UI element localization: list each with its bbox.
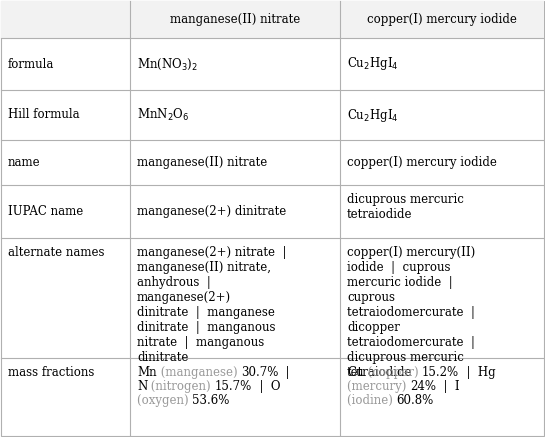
Text: |  Hg: | Hg: [459, 366, 495, 379]
Text: manganese(2+) dinitrate: manganese(2+) dinitrate: [137, 205, 286, 218]
Text: 30.7%: 30.7%: [241, 366, 278, 379]
Text: Hill formula: Hill formula: [8, 108, 80, 121]
Text: (copper): (copper): [364, 366, 422, 379]
Text: (manganese): (manganese): [156, 366, 241, 379]
Text: 15.2%: 15.2%: [422, 366, 459, 379]
Text: name: name: [8, 156, 41, 169]
Text: (iodine): (iodine): [347, 394, 397, 407]
Text: copper(I) mercury iodide: copper(I) mercury iodide: [367, 13, 517, 26]
Text: Cu: Cu: [347, 366, 364, 379]
Text: 24%: 24%: [410, 380, 436, 393]
Text: 60.8%: 60.8%: [397, 394, 434, 407]
Text: (mercury): (mercury): [347, 380, 410, 393]
Text: 15.7%: 15.7%: [215, 380, 252, 393]
Bar: [1, 1, 544, 38]
Text: Cu$_2$HgI$_4$: Cu$_2$HgI$_4$: [347, 107, 398, 124]
Text: N: N: [137, 380, 147, 393]
Text: mass fractions: mass fractions: [8, 366, 94, 379]
Text: manganese(II) nitrate: manganese(II) nitrate: [137, 156, 267, 169]
Text: |  I: | I: [436, 380, 460, 393]
Text: IUPAC name: IUPAC name: [8, 205, 83, 218]
Text: alternate names: alternate names: [8, 246, 105, 259]
Text: MnN$_2$O$_6$: MnN$_2$O$_6$: [137, 107, 189, 123]
Text: |: |: [278, 366, 290, 379]
Text: formula: formula: [8, 58, 54, 70]
Text: 53.6%: 53.6%: [192, 394, 230, 407]
Text: Mn: Mn: [137, 366, 156, 379]
Text: dicuprous mercuric
tetraiodide: dicuprous mercuric tetraiodide: [347, 193, 464, 221]
Text: (nitrogen): (nitrogen): [147, 380, 215, 393]
Text: |  O: | O: [252, 380, 280, 393]
Text: manganese(II) nitrate: manganese(II) nitrate: [170, 13, 300, 26]
Text: Cu$_2$HgI$_4$: Cu$_2$HgI$_4$: [347, 55, 398, 73]
Text: Mn(NO$_3$)$_2$: Mn(NO$_3$)$_2$: [137, 56, 198, 72]
Text: (oxygen): (oxygen): [137, 394, 192, 407]
Text: copper(I) mercury(II)
iodide  |  cuprous
mercuric iodide  |
cuprous
tetraiodomer: copper(I) mercury(II) iodide | cuprous m…: [347, 246, 475, 379]
Text: copper(I) mercury iodide: copper(I) mercury iodide: [347, 156, 497, 169]
Text: manganese(2+) nitrate  |
manganese(II) nitrate,
anhydrous  |
manganese(2+)
dinit: manganese(2+) nitrate | manganese(II) ni…: [137, 246, 286, 364]
